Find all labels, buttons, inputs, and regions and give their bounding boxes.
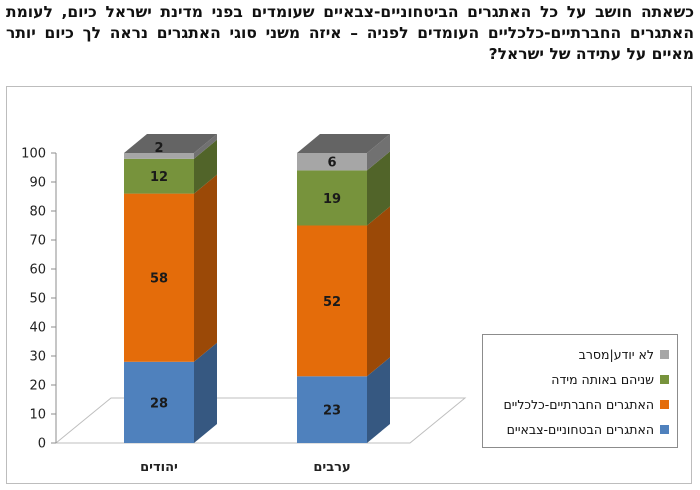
legend-label-both: שניהם באותה מידה — [551, 372, 654, 387]
legend-swatch-dontknow — [660, 350, 669, 359]
y-tick-label: 80 — [29, 205, 46, 220]
legend-item-security: האתגרים הבטחוניים-צבאיים — [491, 417, 669, 442]
y-tick-label: 70 — [29, 234, 46, 249]
data-label: 12 — [150, 170, 168, 185]
bar-segment — [297, 153, 367, 171]
bar-side — [367, 134, 390, 171]
bar-side — [367, 151, 390, 226]
y-tick-label: 20 — [29, 379, 46, 394]
bar-side — [194, 174, 217, 362]
legend-swatch-socioeconomic — [660, 400, 669, 409]
data-label: 19 — [323, 192, 341, 207]
bar-segment — [297, 225, 367, 377]
legend-item-dontknow: לא יודע|מסרב — [491, 342, 669, 367]
data-label: 6 — [327, 156, 336, 171]
survey-question: כשאתה חושב על כל האתגרים הביטחוניים-צבאי… — [6, 3, 694, 63]
y-tick-label: 0 — [38, 437, 46, 452]
legend-label-dontknow: לא יודע|מסרב — [578, 347, 654, 362]
y-tick-label: 60 — [29, 263, 46, 278]
bar-segment — [297, 376, 367, 443]
bar-segment — [297, 170, 367, 226]
legend-swatch-security — [660, 425, 669, 434]
legend-item-both: שניהם באותה מידה — [491, 367, 669, 392]
bar-top — [297, 134, 390, 153]
y-tick-label: 50 — [29, 292, 46, 307]
bar-side — [194, 139, 217, 194]
bar-side — [194, 342, 217, 443]
y-tick-label: 100 — [21, 147, 46, 162]
data-label: 28 — [150, 396, 168, 411]
legend-label-security: האתגרים הבטחוניים-צבאיים — [506, 422, 654, 437]
y-tick-label: 90 — [29, 176, 46, 191]
data-label: 2 — [154, 141, 163, 156]
chart-legend: לא יודע|מסרב שניהם באותה מידה האתגרים הח… — [482, 334, 678, 448]
bar-top — [124, 134, 217, 153]
data-label: 52 — [323, 295, 341, 310]
bar-side — [367, 206, 390, 377]
legend-item-socioeconomic: האתגרים החברתיים-כלכליים — [491, 392, 669, 417]
y-tick-label: 40 — [29, 321, 46, 336]
legend-swatch-both — [660, 375, 669, 384]
bar-side — [367, 357, 390, 443]
bar-segment — [124, 193, 194, 362]
y-tick-label: 10 — [29, 408, 46, 423]
category-label: ערבים — [313, 460, 350, 475]
chart-floor — [54, 397, 467, 444]
legend-label-socioeconomic: האתגרים החברתיים-כלכליים — [503, 397, 654, 412]
bar-segment — [124, 361, 194, 443]
bar-segment — [124, 158, 194, 194]
y-tick-label: 30 — [29, 350, 46, 365]
category-label: יהודים — [140, 460, 178, 475]
data-label: 23 — [323, 404, 341, 419]
data-label: 58 — [150, 272, 168, 287]
bar-side — [194, 134, 217, 159]
bar-segment — [124, 153, 194, 159]
